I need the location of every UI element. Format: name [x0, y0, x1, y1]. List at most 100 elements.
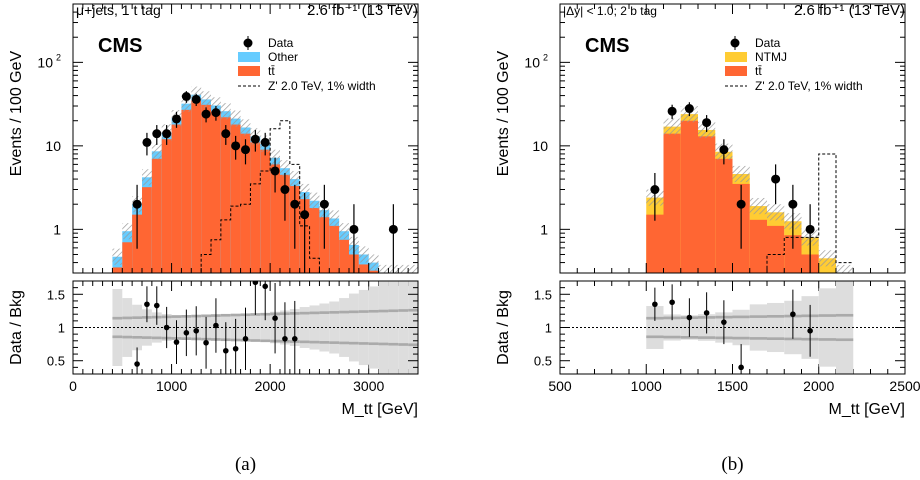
- ratio-band-syst: [112, 316, 123, 320]
- ratio-point: [686, 314, 693, 321]
- ratio-point: [232, 345, 239, 352]
- signal-line: [646, 153, 854, 273]
- bar-ttbar: [767, 225, 785, 273]
- data-point: [142, 137, 152, 147]
- bar-ttbar: [309, 208, 320, 273]
- ratio-band-syst: [836, 338, 854, 342]
- bar-ttbar: [171, 124, 182, 273]
- data-point: [280, 185, 290, 195]
- bar-ttbar: [329, 225, 340, 273]
- unc-band: [329, 210, 340, 227]
- data-point: [719, 145, 729, 155]
- ratio-band-syst: [329, 311, 340, 314]
- ratio-band-syst: [784, 337, 802, 341]
- y-tick-label: 10: [532, 138, 548, 154]
- unc-band: [398, 264, 409, 273]
- ratio-band-syst: [368, 309, 379, 313]
- ratio-band-syst: [339, 341, 349, 345]
- ratio-band-syst: [151, 336, 162, 340]
- main-frame: [72, 3, 419, 274]
- bar-ttbar: [368, 270, 379, 273]
- bar-ttbar: [201, 104, 211, 273]
- legend-entry: Other: [268, 50, 298, 64]
- bar-ttbar: [646, 214, 664, 273]
- ratio-y-tick-label: 1.5: [47, 287, 65, 302]
- ratio-y-axis-label: Data / Bkg: [495, 290, 512, 365]
- y-axis-label: Events / 100 GeV: [495, 50, 512, 176]
- ratio-point: [213, 322, 219, 329]
- ratio-point: [183, 330, 190, 336]
- data-point: [270, 166, 280, 176]
- ratio-band-syst: [732, 315, 750, 319]
- data-point: [300, 210, 310, 220]
- unc-band: [181, 95, 192, 112]
- unc-band: [112, 248, 123, 265]
- bar-ttbar: [151, 158, 162, 273]
- x-tick-label: 3000: [353, 378, 384, 394]
- ratio-point: [721, 319, 727, 325]
- bar-ttbar: [181, 109, 192, 273]
- data-point: [771, 174, 781, 184]
- ratio-band-syst: [339, 310, 349, 314]
- ratio-band-total: [378, 281, 389, 374]
- unc-band: [408, 264, 418, 273]
- ratio-y-tick-label: 1: [545, 321, 552, 336]
- data-point: [736, 199, 746, 209]
- unc-band: [220, 103, 231, 120]
- unc-band: [211, 97, 221, 114]
- y-tick-label: 1: [53, 221, 61, 237]
- x-tick-label: 500: [548, 378, 572, 394]
- ratio-point: [652, 301, 658, 308]
- x-tick-label: 0: [69, 378, 77, 394]
- unc-band: [732, 165, 750, 183]
- y-tick-label: 1: [540, 221, 548, 237]
- legend-entry: Data: [268, 36, 294, 50]
- bar-ttbar: [280, 174, 290, 273]
- unc-band: [749, 197, 767, 215]
- panel-caption: (b): [721, 454, 743, 475]
- unc-band: [368, 254, 379, 271]
- ratio-band-total: [646, 306, 664, 349]
- x-axis-label: M_tt [GeV]: [829, 401, 905, 418]
- ratio-band-syst: [680, 336, 698, 339]
- ratio-point: [144, 301, 150, 308]
- unc-band: [289, 170, 300, 188]
- data-point: [788, 199, 798, 209]
- bar-ttbar: [260, 149, 271, 273]
- ratio-band-syst: [408, 308, 418, 312]
- panel-caption: (a): [235, 454, 256, 475]
- ratio-band-syst: [378, 309, 389, 313]
- bar-ttbar: [270, 164, 280, 273]
- ratio-point: [222, 347, 229, 354]
- ratio-y-tick-label: 0.5: [47, 354, 65, 369]
- bar-ttbar: [230, 124, 241, 273]
- unc-band: [299, 183, 310, 201]
- bar-ttbar: [663, 133, 681, 273]
- unc-band: [339, 223, 349, 240]
- ratio-band-syst: [408, 343, 418, 347]
- ratio-point: [291, 335, 298, 342]
- ratio-band-syst: [349, 341, 359, 345]
- ratio-band-syst: [368, 342, 379, 346]
- bar-ttbar: [112, 267, 123, 273]
- y-tick-label: 10: [45, 138, 61, 154]
- data-point: [805, 224, 815, 234]
- ratio-band-syst: [767, 337, 785, 340]
- data-point: [172, 114, 181, 124]
- unc-band: [122, 223, 133, 240]
- ratio-point: [173, 339, 180, 345]
- bar-ttbar: [240, 133, 251, 273]
- data-point: [221, 129, 231, 139]
- x-tick-label: 1500: [717, 378, 748, 394]
- ratio-band-syst: [299, 340, 310, 344]
- lumi-label: 2.6 fb⁻¹ (13 TeV): [794, 2, 905, 19]
- bar-ttbar: [715, 158, 733, 273]
- ratio-band-syst: [646, 335, 664, 339]
- bar-ttbar: [250, 142, 261, 273]
- data-point: [201, 109, 211, 119]
- ratio-band-total: [122, 298, 133, 357]
- bar-ttbar: [161, 139, 172, 273]
- ratio-band-syst: [388, 342, 399, 346]
- legend-swatch: [725, 52, 747, 62]
